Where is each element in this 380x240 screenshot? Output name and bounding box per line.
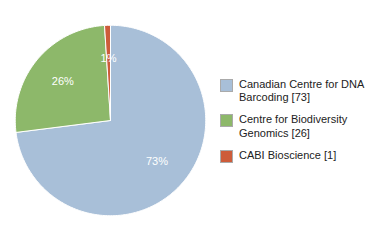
- svg-text:1%: 1%: [101, 52, 117, 64]
- html-text:Canadian Centre for DNA Barcod: Canadian Centre for DNA Barcoding [73]: [239, 77, 365, 104]
- html-text:CABI Bioscience [1]: CABI Bioscience [1]: [239, 148, 337, 161]
- svg-text:73%: 73%: [146, 155, 168, 167]
- html-text:Centre for Biodiversity Genomi: Centre for Biodiversity Genomics [26]: [239, 113, 348, 139]
- svg-text:26%: 26%: [52, 75, 74, 87]
